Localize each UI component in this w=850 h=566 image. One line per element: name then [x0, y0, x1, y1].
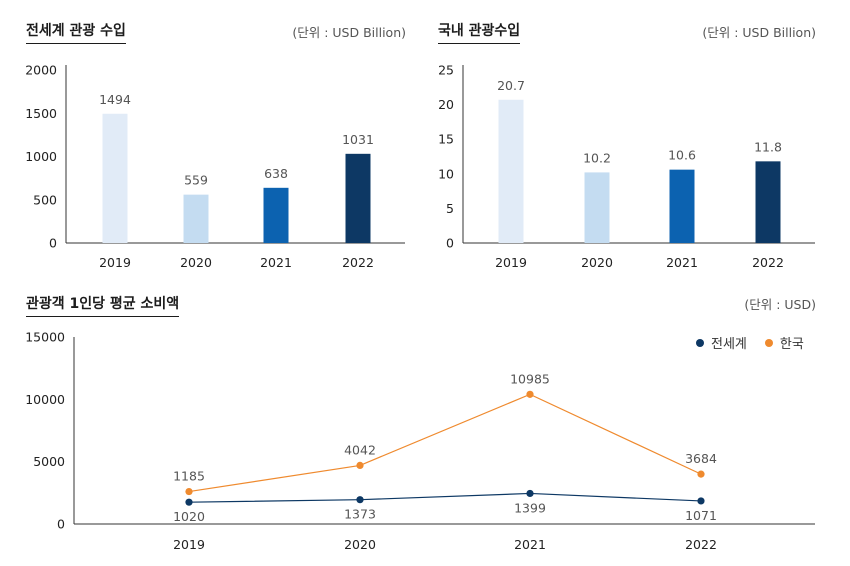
domestic-y-tick-label: 20: [438, 97, 454, 112]
global-value-label-2021: 638: [264, 166, 288, 181]
global-x-tick-label-2021: 2021: [260, 255, 292, 270]
line-y-tick-label: 0: [57, 517, 65, 532]
domestic-bar-2021: [669, 169, 695, 243]
domestic-x-tick-label-2020: 2020: [581, 255, 613, 270]
global-value-label-2020: 559: [184, 173, 208, 188]
series-value-label-global-2021: 1399: [514, 500, 546, 515]
series-value-label-global-2020: 1373: [344, 507, 376, 522]
unit-label-per-capita: (단위 : USD): [744, 297, 816, 312]
global-value-label-2022: 1031: [342, 132, 374, 147]
domestic-y-tick-label: 10: [438, 166, 454, 181]
domestic-y-tick-label: 0: [446, 236, 454, 251]
chart-title-domestic: 국내 관광수입: [438, 23, 521, 44]
global-y-tick-label: 500: [33, 192, 57, 207]
legend-dot-global: [696, 338, 704, 347]
series-value-label-global-2019: 1020: [173, 509, 205, 524]
global-bar-2020: [183, 194, 209, 243]
global-bar-2019: [102, 113, 128, 243]
line-y-tick-label: 15000: [25, 330, 65, 345]
domestic-value-label-2022: 11.8: [754, 139, 782, 154]
global-bar-2022: [345, 153, 371, 243]
global-y-tick-label: 2000: [25, 63, 57, 78]
series-point-global-2020: [356, 496, 364, 504]
series-point-korea-2020: [356, 461, 364, 470]
global-y-tick-label: 0: [49, 236, 57, 251]
global-x-tick-label-2020: 2020: [180, 255, 212, 270]
series-value-label-global-2022: 1071: [685, 508, 717, 523]
series-point-global-2022: [697, 497, 705, 505]
chart-title-per-capita: 관광객 1인당 평균 소비액: [26, 296, 180, 317]
legend-item-korea: 한국: [764, 333, 804, 352]
line-x-tick-label-2022: 2022: [685, 537, 717, 552]
domestic-bar-2020: [584, 172, 610, 243]
domestic-value-label-2020: 10.2: [583, 150, 611, 165]
global-x-tick-label-2022: 2022: [342, 255, 374, 270]
line-y-tick-label: 10000: [25, 392, 65, 407]
global-y-tick-label: 1000: [25, 149, 57, 164]
line-x-tick-label-2019: 2019: [173, 537, 205, 552]
series-value-label-korea-2021: 10985: [510, 371, 550, 386]
line-x-tick-label-2021: 2021: [514, 537, 546, 552]
series-point-korea-2021: [526, 390, 534, 398]
global-y-tick-label: 1500: [25, 106, 57, 121]
line-chart-legend: 전세계 한국: [696, 333, 804, 352]
series-point-global-2021: [526, 489, 534, 498]
unit-label-global: (단위 : USD Billion): [292, 25, 406, 40]
series-value-label-korea-2019: 1185: [173, 469, 205, 484]
domestic-y-tick-label: 5: [446, 201, 454, 216]
line-y-tick-label: 5000: [33, 454, 65, 469]
global-value-label-2019: 1494: [99, 92, 131, 107]
legend-label-global: 전세계: [711, 337, 747, 352]
domestic-bar-2022: [755, 161, 781, 243]
domestic-y-tick-label: 25: [438, 63, 454, 78]
domestic-bar-2019: [498, 99, 524, 243]
series-point-korea-2022: [697, 470, 705, 478]
series-point-global-2019: [185, 498, 193, 506]
unit-label-domestic: (단위 : USD Billion): [702, 25, 816, 40]
series-value-label-korea-2020: 4042: [344, 442, 376, 457]
global-bar-2021: [263, 187, 289, 243]
domestic-value-label-2021: 10.6: [668, 148, 696, 163]
series-point-korea-2019: [185, 487, 193, 496]
legend-item-global: 전세계: [696, 333, 747, 352]
series-value-label-korea-2022: 3684: [685, 451, 717, 466]
legend-dot-korea: [764, 338, 773, 347]
line-x-tick-label-2020: 2020: [344, 537, 376, 552]
series-line-korea: [188, 393, 702, 493]
chart-title-global: 전세계 관광 수입: [26, 23, 126, 44]
domestic-y-tick-label: 15: [438, 132, 454, 147]
domestic-x-tick-label-2022: 2022: [752, 255, 784, 270]
domestic-value-label-2019: 20.7: [497, 78, 525, 93]
domestic-x-tick-label-2021: 2021: [666, 255, 698, 270]
series-line-global: [188, 492, 702, 503]
domestic-x-tick-label-2019: 2019: [495, 255, 527, 270]
global-x-tick-label-2019: 2019: [99, 255, 131, 270]
legend-label-korea: 한국: [779, 337, 804, 352]
